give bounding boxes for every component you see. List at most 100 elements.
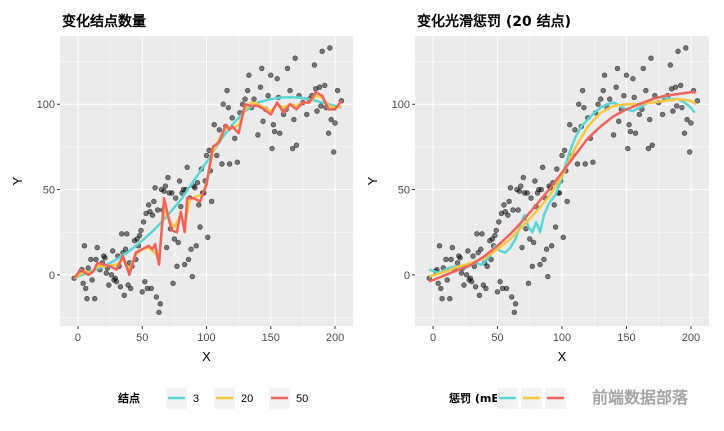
- data-point: [646, 116, 653, 123]
- data-point: [328, 116, 334, 123]
- data-point: [640, 65, 646, 72]
- data-point: [435, 280, 441, 287]
- y-tick-label: 0: [404, 270, 410, 282]
- data-point: [516, 188, 523, 194]
- data-point: [211, 122, 217, 128]
- data-point: [170, 280, 176, 287]
- data-point: [672, 84, 679, 90]
- data-point: [694, 98, 701, 104]
- data-point: [590, 159, 596, 165]
- data-point: [85, 265, 91, 271]
- data-point: [138, 227, 144, 234]
- data-point: [197, 224, 203, 230]
- data-point: [108, 272, 115, 278]
- panel-penalty: 变化光滑惩罚 (20 结点) 0 50 100 150 200 0 50 100 X Y 惩罚 (mE…: [365, 13, 709, 409]
- data-point: [83, 285, 89, 292]
- data-point: [205, 234, 211, 240]
- data-point: [259, 65, 265, 72]
- data-point: [156, 309, 162, 316]
- data-point: [436, 243, 443, 249]
- x-axis-label: X: [202, 349, 211, 364]
- legend-label: 20: [241, 393, 253, 405]
- data-point: [649, 142, 655, 148]
- data-point: [117, 284, 124, 290]
- data-point: [287, 87, 293, 94]
- data-point: [192, 185, 198, 191]
- x-tick-label: 150: [262, 332, 280, 344]
- data-point: [520, 174, 527, 181]
- data-point: [576, 101, 582, 107]
- data-point: [225, 104, 232, 111]
- data-point: [626, 122, 632, 128]
- data-point: [265, 93, 271, 99]
- y-tick-label: 0: [49, 270, 55, 282]
- data-point: [153, 294, 160, 300]
- data-point: [595, 101, 601, 107]
- data-point: [270, 122, 277, 128]
- data-point: [614, 65, 621, 72]
- data-point: [169, 190, 175, 196]
- data-point: [289, 145, 296, 152]
- data-point: [331, 149, 337, 155]
- data-point: [80, 280, 86, 287]
- data-point: [152, 185, 158, 191]
- data-point: [632, 130, 639, 136]
- data-point: [561, 147, 568, 153]
- data-point: [193, 243, 199, 249]
- data-point: [479, 231, 485, 237]
- data-point: [206, 147, 212, 153]
- legend-title: 惩罚 (mE): [449, 391, 504, 405]
- data-point: [172, 195, 179, 201]
- data-point: [636, 111, 643, 118]
- data-point: [686, 149, 693, 155]
- data-point: [163, 244, 170, 251]
- x-tick-label: 200: [326, 332, 344, 344]
- data-point: [582, 161, 588, 167]
- data-point: [140, 219, 147, 225]
- data-point: [501, 202, 507, 208]
- data-point: [145, 202, 152, 208]
- data-point: [443, 256, 449, 263]
- data-point: [465, 248, 471, 254]
- data-point: [260, 118, 266, 124]
- data-point: [625, 145, 631, 152]
- data-point: [463, 272, 470, 278]
- data-point: [174, 263, 180, 269]
- data-point: [470, 253, 476, 259]
- data-point: [94, 244, 100, 251]
- data-point: [89, 277, 95, 283]
- data-point: [564, 198, 570, 205]
- data-point: [181, 261, 188, 268]
- data-point: [438, 285, 444, 292]
- data-point: [311, 62, 318, 68]
- data-point: [506, 198, 512, 205]
- data-point: [188, 246, 194, 252]
- data-point: [679, 104, 685, 111]
- data-point: [675, 48, 681, 55]
- data-point: [476, 292, 483, 298]
- data-point: [529, 263, 536, 269]
- data-point: [648, 55, 654, 61]
- data-point: [674, 103, 680, 109]
- data-point: [176, 178, 183, 184]
- data-point: [572, 127, 578, 133]
- data-point: [600, 87, 606, 94]
- data-point: [448, 256, 454, 263]
- x-tick-label: 0: [430, 332, 436, 344]
- data-point: [496, 219, 502, 225]
- data-point: [234, 159, 241, 165]
- data-point: [255, 132, 261, 138]
- data-point: [667, 62, 674, 68]
- legend-label: 3: [193, 393, 199, 405]
- data-point: [597, 96, 604, 102]
- data-point: [469, 278, 475, 285]
- data-point: [474, 231, 480, 237]
- data-point: [224, 87, 230, 94]
- data-point: [81, 243, 88, 249]
- y-axis-label: Y: [365, 176, 380, 185]
- data-point: [537, 261, 543, 268]
- data-point: [548, 243, 555, 249]
- data-point: [510, 207, 516, 213]
- data-point: [524, 190, 530, 196]
- data-point: [149, 212, 156, 218]
